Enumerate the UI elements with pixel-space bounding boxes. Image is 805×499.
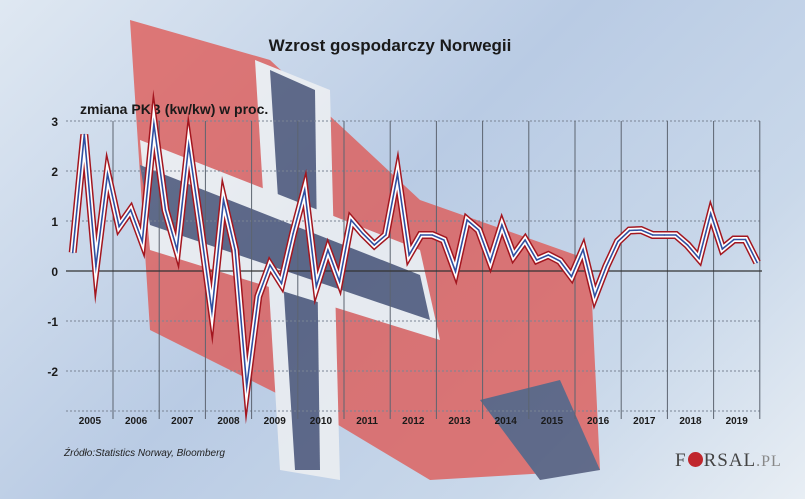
x-tick-label: 2006 xyxy=(125,416,148,427)
data-point xyxy=(245,385,248,388)
data-point xyxy=(176,249,178,251)
data-point xyxy=(141,240,144,243)
y-tick-label: -1 xyxy=(47,315,58,329)
data-point xyxy=(582,248,584,251)
y-axis-label: zmiana PKB (kw/kw) w proc. xyxy=(80,101,269,117)
data-point xyxy=(315,285,318,288)
data-point xyxy=(373,244,376,246)
x-tick-label: 2013 xyxy=(448,416,471,427)
data-point xyxy=(164,209,167,211)
data-point xyxy=(651,234,654,236)
data-point xyxy=(733,238,735,241)
data-point xyxy=(535,259,538,261)
data-point xyxy=(234,249,236,251)
data-point xyxy=(338,280,341,283)
y-tick-label: -2 xyxy=(47,365,58,379)
x-tick-label: 2008 xyxy=(217,416,240,427)
y-tick-label: 3 xyxy=(51,115,58,129)
data-point xyxy=(721,248,724,250)
data-point xyxy=(628,229,631,232)
forsal-logo: F RSAL.PL xyxy=(675,450,782,471)
data-point xyxy=(106,173,109,175)
data-point xyxy=(350,219,352,221)
data-point xyxy=(698,257,700,260)
data-point xyxy=(744,238,747,241)
data-point xyxy=(559,260,561,262)
data-point xyxy=(118,225,120,228)
data-point xyxy=(199,225,202,227)
data-point xyxy=(593,295,596,298)
series-line xyxy=(71,117,758,395)
data-point xyxy=(385,234,387,236)
data-point xyxy=(686,244,689,246)
data-point xyxy=(396,173,399,175)
data-point xyxy=(269,264,271,266)
chart-title: Wzrost gospodarczy Norwegii xyxy=(268,36,512,55)
data-point xyxy=(675,234,677,236)
data-point xyxy=(419,234,422,236)
data-point xyxy=(361,232,364,235)
data-point xyxy=(466,219,468,221)
x-tick-label: 2011 xyxy=(356,416,378,427)
x-tick-label: 2014 xyxy=(495,416,518,427)
data-point xyxy=(524,239,526,241)
y-tick-label: 1 xyxy=(51,215,58,229)
data-point xyxy=(408,254,410,256)
data-point xyxy=(570,275,573,278)
x-tick-label: 2017 xyxy=(633,416,656,427)
data-point xyxy=(431,234,434,236)
data-point xyxy=(280,282,283,285)
data-point xyxy=(512,255,515,257)
x-tick-label: 2018 xyxy=(679,416,702,427)
x-tick-label: 2005 xyxy=(79,416,102,427)
data-point xyxy=(443,239,445,241)
data-point xyxy=(153,123,155,125)
data-point xyxy=(95,265,97,268)
data-point xyxy=(327,249,329,251)
data-point xyxy=(211,310,213,313)
data-point xyxy=(605,265,608,268)
x-tick-label: 2016 xyxy=(587,416,610,427)
data-point xyxy=(187,144,190,146)
data-point xyxy=(617,240,619,243)
data-point xyxy=(71,251,74,254)
data-point xyxy=(222,199,225,201)
data-point xyxy=(640,229,642,231)
x-tick-label: 2009 xyxy=(264,416,287,427)
data-point xyxy=(454,270,457,273)
y-tick-label: 2 xyxy=(51,165,58,179)
data-point xyxy=(129,209,132,211)
data-point xyxy=(303,189,306,191)
data-point xyxy=(83,133,86,136)
data-point xyxy=(501,224,503,226)
data-point xyxy=(489,260,492,263)
data-point xyxy=(292,232,294,235)
series-line-outline xyxy=(68,89,761,425)
data-point xyxy=(709,212,712,215)
data-point xyxy=(756,261,758,264)
data-point xyxy=(547,254,550,256)
data-point xyxy=(477,229,480,231)
x-tick-label: 2012 xyxy=(402,416,425,427)
data-point xyxy=(663,234,666,236)
x-tick-label: 2015 xyxy=(541,416,564,427)
x-tick-label: 2019 xyxy=(726,416,749,427)
y-tick-label: 0 xyxy=(51,265,58,279)
source-note: Źródło:Statistics Norway, Bloomberg xyxy=(64,448,225,459)
logo-chart-icon xyxy=(687,452,703,467)
x-tick-label: 2010 xyxy=(310,416,333,427)
x-tick-label: 2007 xyxy=(171,416,194,427)
data-point xyxy=(257,295,260,298)
